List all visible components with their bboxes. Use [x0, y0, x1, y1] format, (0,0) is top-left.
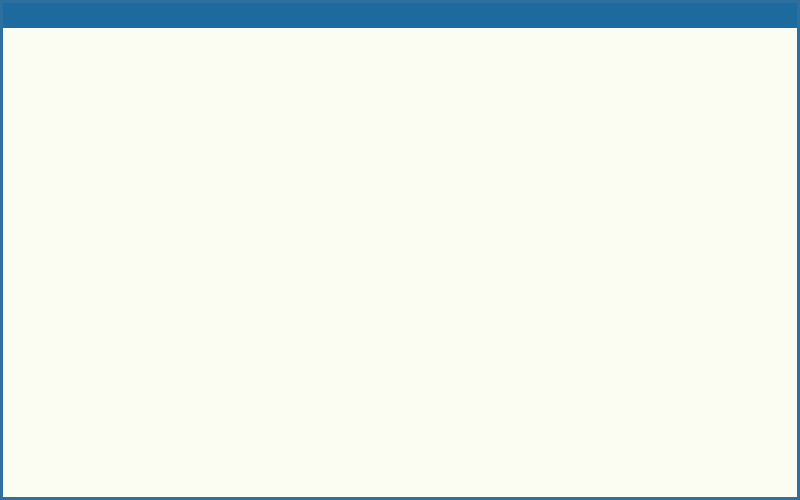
plot-svg — [3, 28, 800, 500]
chart-area — [3, 28, 797, 497]
titlebar — [3, 3, 797, 28]
